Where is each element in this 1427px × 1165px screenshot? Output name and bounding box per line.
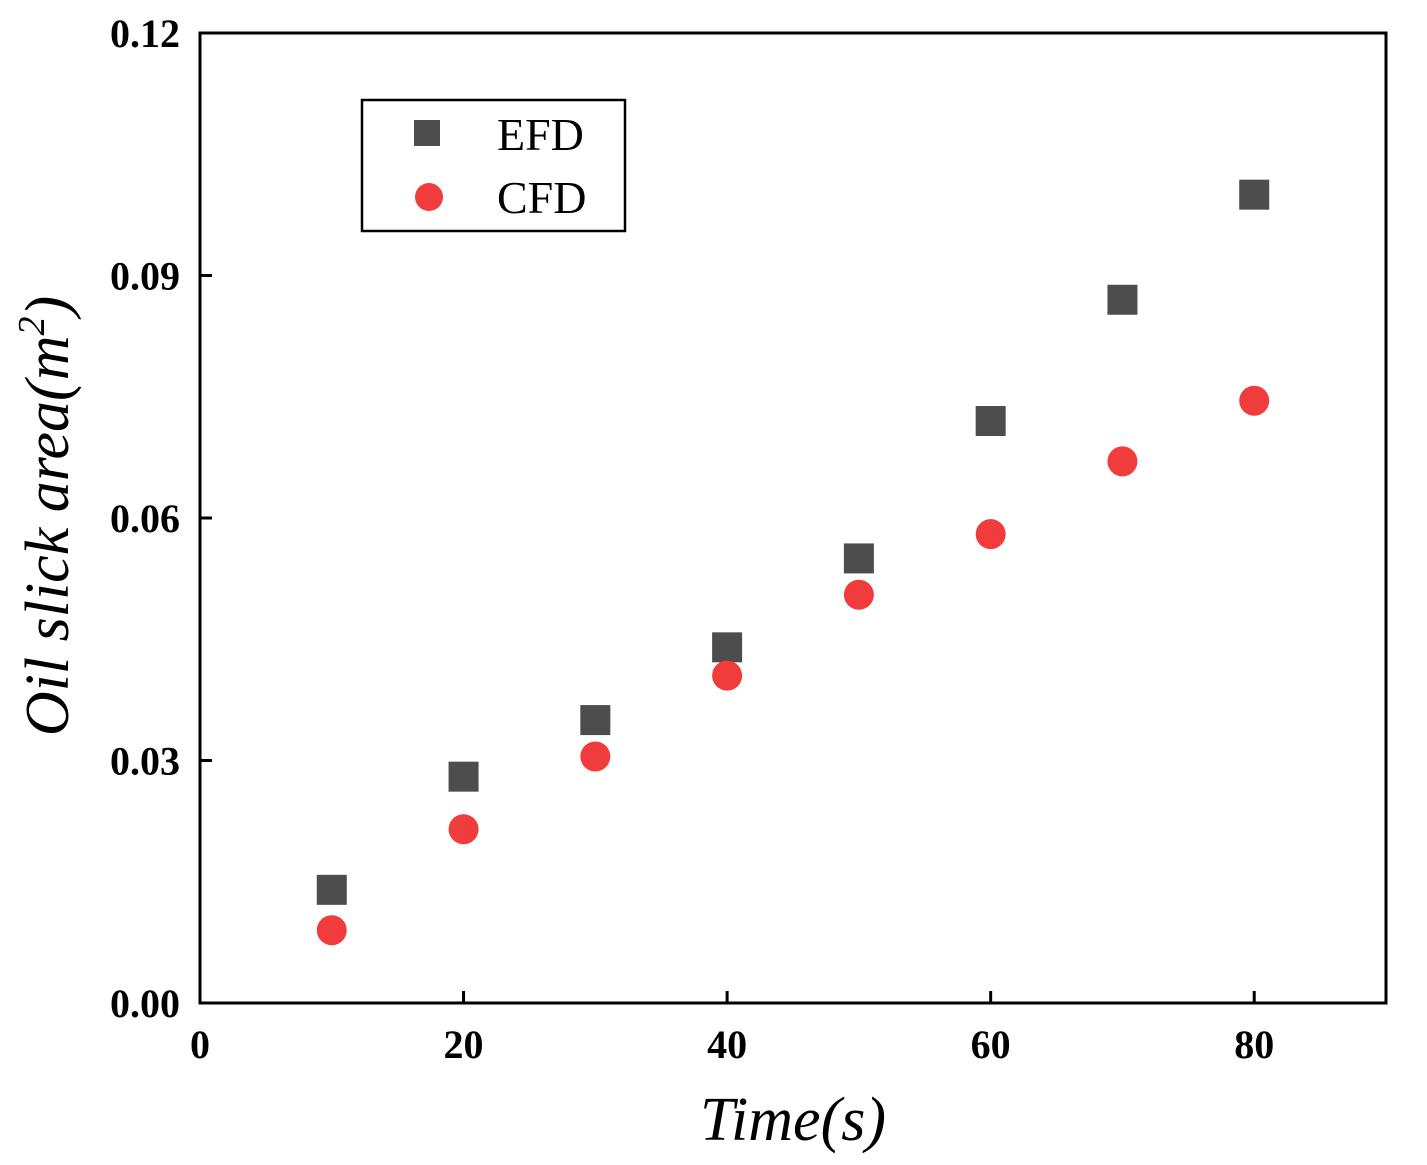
point-cfd-80 bbox=[1239, 385, 1270, 416]
data-points bbox=[316, 179, 1270, 946]
y-axis-title-superscript: 2 bbox=[11, 317, 53, 336]
legend: EFD CFD bbox=[360, 98, 627, 233]
plot-frame bbox=[198, 31, 1388, 1005]
y-tick-label: 0.09 bbox=[110, 254, 180, 299]
x-tick-label: 0 bbox=[190, 1022, 210, 1067]
legend-label-cfd: CFD bbox=[497, 172, 586, 223]
legend-box bbox=[360, 98, 627, 233]
point-efd-70 bbox=[1107, 284, 1138, 315]
legend-marker-efd bbox=[414, 120, 440, 146]
point-cfd-40 bbox=[712, 660, 743, 691]
point-cfd-10 bbox=[316, 915, 347, 946]
point-cfd-20 bbox=[448, 814, 479, 845]
y-axis-title-close: ) bbox=[14, 296, 82, 320]
x-tick-label: 40 bbox=[707, 1022, 747, 1067]
point-efd-60 bbox=[975, 406, 1006, 436]
y-axis: 0.00 0.03 0.06 0.09 0.12 bbox=[110, 11, 212, 1026]
point-efd-80 bbox=[1239, 179, 1270, 210]
y-tick-label: 0.03 bbox=[110, 739, 180, 784]
x-tick-label: 20 bbox=[444, 1022, 484, 1067]
point-cfd-50 bbox=[843, 579, 874, 610]
legend-marker-cfd bbox=[415, 183, 443, 211]
x-axis-title: Time(s) bbox=[700, 1086, 886, 1154]
point-cfd-60 bbox=[975, 519, 1006, 550]
legend-label-efd: EFD bbox=[497, 109, 584, 160]
point-cfd-70 bbox=[1107, 446, 1138, 477]
x-tick-label: 60 bbox=[971, 1022, 1011, 1067]
point-efd-50 bbox=[843, 543, 874, 574]
point-efd-10 bbox=[316, 874, 347, 905]
y-tick-label: 0.00 bbox=[110, 981, 180, 1026]
point-efd-30 bbox=[580, 705, 611, 736]
x-axis: 0 20 40 60 80 bbox=[190, 991, 1274, 1067]
y-tick-label: 0.06 bbox=[110, 496, 180, 541]
point-efd-40 bbox=[712, 632, 743, 663]
point-cfd-30 bbox=[580, 741, 611, 772]
y-axis-title: Oil slick area(m2) bbox=[11, 296, 82, 736]
point-efd-20 bbox=[448, 761, 479, 792]
x-tick-label: 80 bbox=[1234, 1022, 1274, 1067]
y-axis-title-main: Oil slick area(m bbox=[14, 336, 82, 737]
y-tick-label: 0.12 bbox=[110, 11, 180, 56]
